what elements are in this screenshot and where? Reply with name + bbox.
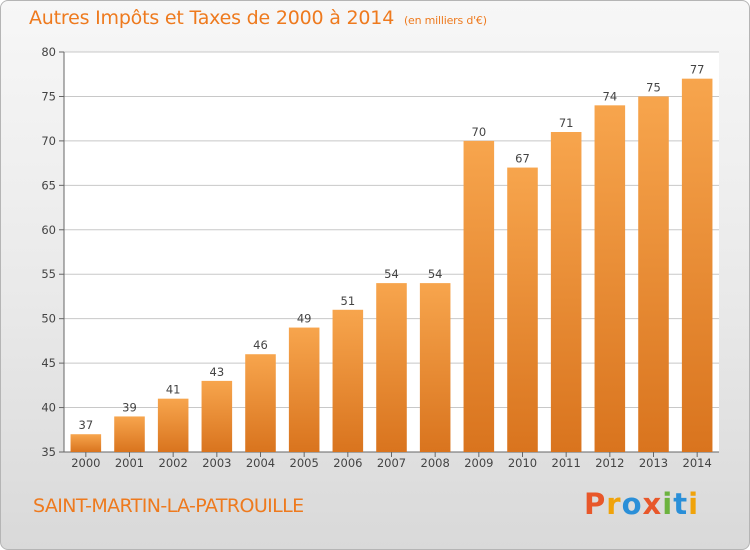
logo-letter: o <box>621 487 643 521</box>
logo-letter: P <box>584 487 607 521</box>
x-tick-label-2005: 2005 <box>290 456 319 470</box>
bar-2013 <box>638 96 669 452</box>
x-tick-label-2010: 2010 <box>508 456 537 470</box>
bar-2010 <box>507 167 538 453</box>
bar-2000 <box>70 434 102 452</box>
value-label-2013: 75 <box>646 80 661 94</box>
value-label-2010: 67 <box>515 152 530 166</box>
bar-2004 <box>245 354 276 452</box>
bar-2006 <box>332 309 364 452</box>
x-tick-label-2009: 2009 <box>464 456 493 470</box>
y-tick-label: 40 <box>41 401 56 415</box>
bar-2007 <box>376 283 407 452</box>
bar-2011 <box>550 132 582 452</box>
value-label-2003: 43 <box>210 365 225 379</box>
logo-letter: t <box>673 487 689 521</box>
y-tick-label: 35 <box>41 445 56 459</box>
proxiti-logo: Proxiti <box>584 487 699 521</box>
bar-2009 <box>463 140 495 452</box>
x-tick-label-2008: 2008 <box>421 456 450 470</box>
x-tick-label-2004: 2004 <box>246 456 275 470</box>
bar-2014 <box>681 78 713 453</box>
logo-letter: i <box>662 487 674 521</box>
bars-layer <box>70 78 713 453</box>
bar-2008 <box>419 283 451 452</box>
x-tick-label-2007: 2007 <box>377 456 406 470</box>
bar-2001 <box>114 416 145 452</box>
value-label-2006: 51 <box>341 294 356 308</box>
bar-2003 <box>201 380 233 452</box>
value-label-2009: 70 <box>472 125 487 139</box>
bar-2005 <box>288 327 320 452</box>
bar-2002 <box>157 398 189 452</box>
x-tick-label-2003: 2003 <box>202 456 231 470</box>
x-tick-label-2012: 2012 <box>595 456 624 470</box>
y-tick-label: 50 <box>41 312 56 326</box>
chart-title: Autres Impôts et Taxes de 2000 à 2014 (e… <box>29 7 487 29</box>
value-label-2004: 46 <box>253 338 268 352</box>
x-tick-label-2013: 2013 <box>639 456 668 470</box>
x-tick-label-2001: 2001 <box>115 456 144 470</box>
y-tick-label: 55 <box>41 267 56 281</box>
value-label-2012: 74 <box>603 89 618 103</box>
value-label-2008: 54 <box>428 267 443 281</box>
value-label-2007: 54 <box>384 267 399 281</box>
y-tick-label: 75 <box>41 89 56 103</box>
y-tick-label: 70 <box>41 134 56 148</box>
value-label-2014: 77 <box>690 63 705 77</box>
x-tick-label-2000: 2000 <box>71 456 100 470</box>
logo-letter: r <box>606 487 622 521</box>
bar-2012 <box>594 105 626 452</box>
x-tick-label-2006: 2006 <box>333 456 362 470</box>
value-label-2011: 71 <box>559 116 574 130</box>
title-unit: (en milliers d'€) <box>403 14 487 27</box>
title-text: Autres Impôts et Taxes de 2000 à 2014 <box>29 7 395 29</box>
x-tick-label-2014: 2014 <box>683 456 712 470</box>
value-label-2005: 49 <box>297 312 312 326</box>
value-label-2002: 41 <box>166 383 181 397</box>
x-tick-label-2011: 2011 <box>552 456 581 470</box>
y-tick-label: 80 <box>41 45 56 59</box>
value-label-2001: 39 <box>122 400 137 414</box>
logo-letter: i <box>688 487 700 521</box>
x-tick-label-2002: 2002 <box>159 456 188 470</box>
y-tick-label: 65 <box>41 178 56 192</box>
labels-layer: 37 2000 39 2001 41 2002 43 2003 46 2004 49 2005 51 20… <box>71 63 712 470</box>
value-label-2000: 37 <box>79 418 94 432</box>
logo-letter: x <box>642 487 663 521</box>
y-tick-label: 45 <box>41 356 56 370</box>
location-name: SAINT-MARTIN-LA-PATROUILLE <box>33 495 304 517</box>
y-tick-label: 60 <box>41 223 56 237</box>
